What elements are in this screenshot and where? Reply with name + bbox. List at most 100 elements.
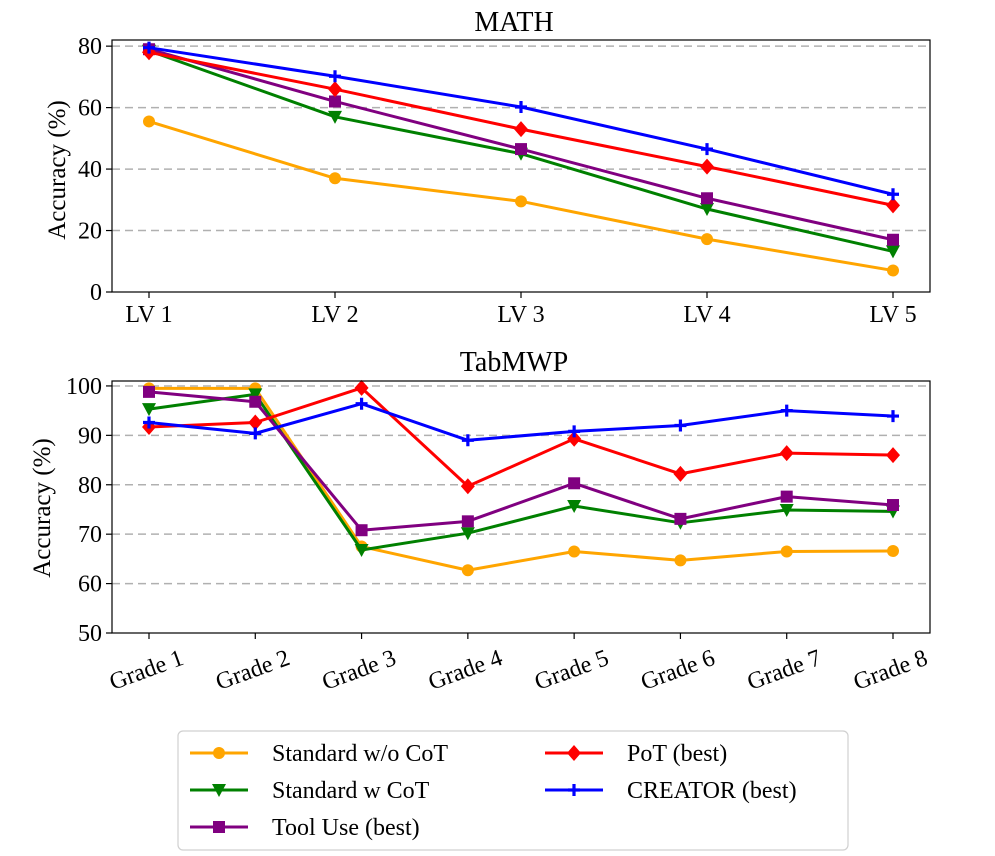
math-y-tick-label: 60 bbox=[78, 96, 102, 122]
legend-marker-standard-w-cot bbox=[212, 784, 226, 797]
tabmwp-x-tick-label: Grade 6 bbox=[638, 645, 719, 696]
tabmwp-chart-title: TabMWP bbox=[460, 347, 568, 378]
math-chart-title: MATH bbox=[474, 7, 553, 38]
tabmwp-series bbox=[142, 379, 900, 577]
tabmwp-series-tool-use-best bbox=[143, 385, 899, 537]
tabmwp-y-tick-label: 80 bbox=[78, 473, 102, 499]
math-point-creator-best bbox=[515, 100, 527, 113]
legend-marker-tool-use-best bbox=[213, 821, 225, 833]
tabmwp-x-tick-label: Grade 4 bbox=[425, 645, 506, 696]
tabmwp-point-tool-use-best bbox=[780, 490, 793, 503]
math-point-creator-best bbox=[701, 143, 713, 156]
tabmwp-point-standard-w-cot bbox=[460, 527, 475, 541]
tabmwp-series-creator-best bbox=[143, 397, 899, 447]
tabmwp-chart: TabMWP Accuracy (%) 50 60 70 80 90 100 Grade … bbox=[29, 347, 931, 696]
math-point-tool-use-best bbox=[701, 192, 713, 205]
legend-entry-standard-w-cot: Standard w CoT bbox=[190, 778, 430, 804]
legend-marker-standard-w-o-cot bbox=[213, 747, 225, 759]
tabmwp-point-standard-w-cot bbox=[567, 500, 582, 514]
legend-box bbox=[177, 730, 849, 851]
tabmwp-point-creator-best bbox=[355, 397, 368, 410]
tabmwp-point-creator-best bbox=[568, 425, 581, 438]
tabmwp-point-pot-best bbox=[354, 379, 369, 396]
math-series-standard-w-o-cot bbox=[143, 115, 899, 277]
math-y-ticks: 0 20 40 60 80 bbox=[78, 34, 112, 306]
tabmwp-point-creator-best bbox=[461, 434, 474, 447]
math-point-standard-w-cot bbox=[700, 203, 714, 217]
tabmwp-line-tool-use-best bbox=[148, 390, 894, 532]
math-point-creator-best bbox=[329, 70, 341, 83]
tabmwp-point-pot-best bbox=[779, 445, 794, 462]
math-y-tick-label: 40 bbox=[78, 157, 102, 183]
tabmwp-y-axis-label: Accuracy (%) bbox=[29, 438, 56, 578]
tabmwp-line-pot-best bbox=[148, 386, 894, 488]
tabmwp-point-tool-use-best bbox=[249, 395, 262, 408]
tabmwp-point-standard-w-cot bbox=[779, 503, 794, 517]
legend-label-pot-best: PoT (best) bbox=[627, 741, 727, 767]
math-x-tick-label: LV 1 bbox=[125, 302, 172, 328]
math-x-tick-label: LV 4 bbox=[683, 302, 730, 328]
tabmwp-line-standard-w-cot bbox=[148, 392, 894, 552]
math-plot-frame bbox=[111, 39, 931, 293]
math-point-standard-w-o-cot bbox=[515, 195, 527, 208]
tabmwp-point-standard-w-o-cot bbox=[674, 554, 687, 567]
tabmwp-point-creator-best bbox=[780, 404, 793, 417]
tabmwp-plot-frame bbox=[111, 380, 931, 634]
tabmwp-y-tick-label: 70 bbox=[78, 522, 102, 548]
tabmwp-point-tool-use-best bbox=[887, 499, 899, 512]
legend-entry-creator-best: CREATOR (best) bbox=[545, 778, 797, 804]
math-y-tick-label: 0 bbox=[90, 280, 102, 306]
legend-marker-creator-best bbox=[568, 784, 580, 796]
math-point-standard-w-o-cot bbox=[329, 172, 341, 185]
math-series bbox=[142, 41, 900, 277]
tabmwp-point-creator-best bbox=[887, 410, 899, 423]
tabmwp-point-creator-best bbox=[249, 427, 262, 440]
tabmwp-point-standard-w-cot bbox=[354, 543, 369, 557]
tabmwp-point-tool-use-best bbox=[674, 512, 687, 525]
tabmwp-x-tick-label: Grade 7 bbox=[744, 645, 825, 696]
math-point-standard-w-o-cot bbox=[887, 264, 899, 277]
tabmwp-y-tick-label: 100 bbox=[66, 374, 102, 400]
tabmwp-y-tick-label: 60 bbox=[78, 572, 102, 598]
legend-label-creator-best: CREATOR (best) bbox=[627, 778, 797, 804]
legend-marker-pot-best bbox=[567, 745, 581, 761]
math-point-pot-best bbox=[328, 81, 342, 98]
tabmwp-x-tick-label: Grade 8 bbox=[850, 645, 931, 696]
math-series-creator-best bbox=[143, 41, 899, 201]
tabmwp-y-tick-label: 90 bbox=[78, 423, 102, 449]
math-point-standard-w-cot bbox=[886, 245, 900, 259]
math-chart: MATH Accuracy (%) 0 20 40 60 80 LV 1 LV 2 LV 3… bbox=[44, 7, 931, 328]
legend: Standard w/o CoT PoT (best) Standard w CoT… bbox=[177, 730, 849, 851]
tabmwp-x-tick-label: Grade 3 bbox=[319, 645, 400, 696]
math-x-tick-label: LV 3 bbox=[497, 302, 544, 328]
legend-entry-standard-w-o-cot: Standard w/o CoT bbox=[190, 741, 448, 767]
tabmwp-x-tick-label: Grade 2 bbox=[212, 645, 293, 696]
tabmwp-point-pot-best bbox=[886, 447, 900, 464]
math-point-tool-use-best bbox=[329, 95, 341, 108]
legend-label-standard-w-o-cot: Standard w/o CoT bbox=[272, 741, 448, 767]
tabmwp-point-tool-use-best bbox=[568, 477, 581, 490]
legend-label-standard-w-cot: Standard w CoT bbox=[272, 778, 430, 804]
tabmwp-x-tick-label: Grade 5 bbox=[531, 645, 612, 696]
math-point-creator-best bbox=[143, 41, 155, 54]
tabmwp-x-tick-label: Grade 1 bbox=[106, 645, 187, 696]
tabmwp-point-pot-best bbox=[248, 414, 263, 431]
tabmwp-point-tool-use-best bbox=[143, 385, 155, 398]
math-x-ticks: LV 1 LV 2 LV 3 LV 4 LV 5 bbox=[125, 292, 917, 328]
tabmwp-point-standard-w-o-cot bbox=[568, 545, 581, 558]
tabmwp-point-pot-best bbox=[673, 465, 688, 482]
math-point-standard-w-o-cot bbox=[143, 115, 155, 128]
math-point-tool-use-best bbox=[515, 143, 527, 156]
math-point-standard-w-o-cot bbox=[701, 233, 713, 246]
tabmwp-line-creator-best bbox=[148, 402, 894, 442]
tabmwp-gridlines bbox=[112, 385, 930, 585]
math-y-tick-label: 80 bbox=[78, 34, 102, 60]
math-point-standard-w-cot bbox=[328, 110, 342, 124]
tabmwp-point-standard-w-o-cot bbox=[780, 545, 793, 558]
tabmwp-point-standard-w-cot bbox=[248, 388, 263, 402]
math-y-tick-label: 20 bbox=[78, 219, 102, 245]
tabmwp-point-creator-best bbox=[674, 419, 687, 432]
tabmwp-point-pot-best bbox=[460, 478, 475, 495]
math-x-tick-label: LV 2 bbox=[311, 302, 358, 328]
